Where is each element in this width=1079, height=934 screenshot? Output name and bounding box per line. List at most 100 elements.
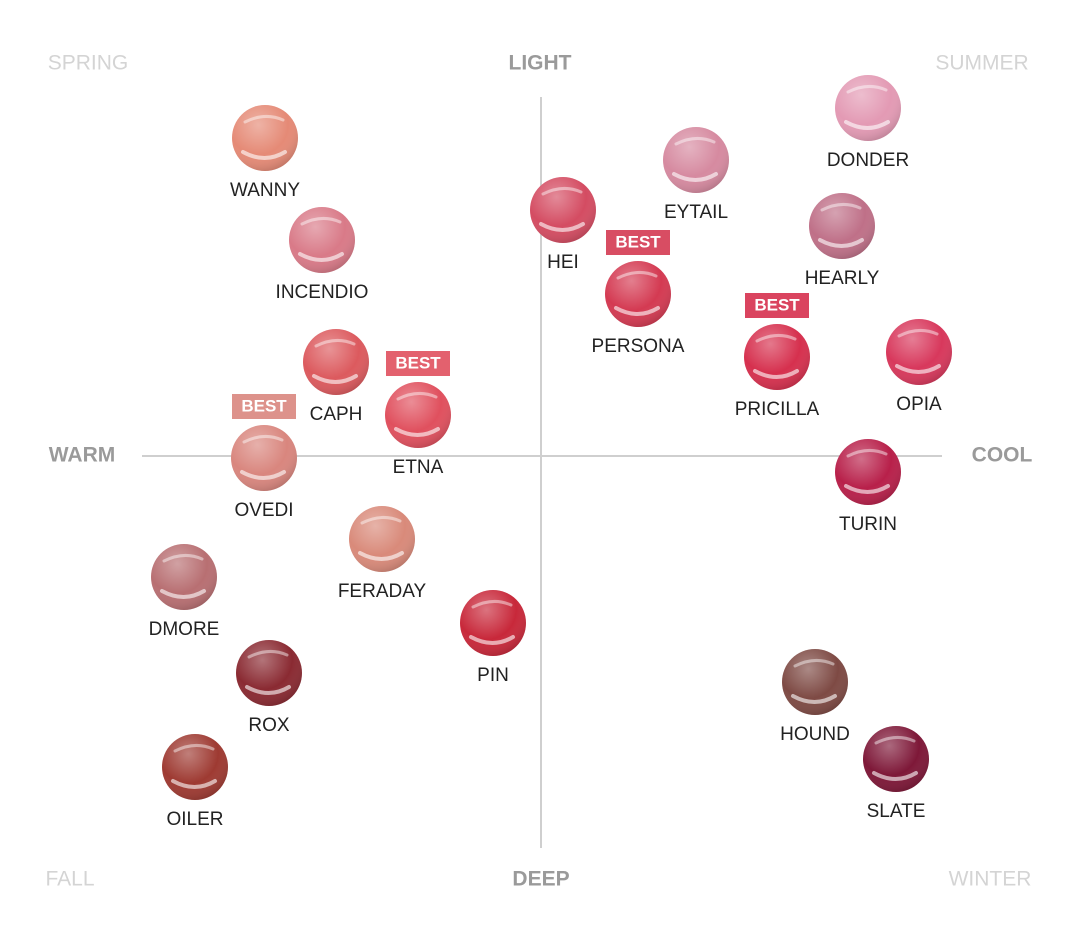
swatch-shine: [151, 544, 217, 610]
badge: [606, 230, 670, 255]
badge-text: BEST: [395, 353, 441, 372]
swatch-shine: [782, 649, 848, 715]
swatch-shine: [835, 439, 901, 505]
swatch-highlight: [820, 203, 862, 212]
swatch: PRICILLA BEST: [735, 293, 820, 420]
swatch-highlight: [614, 306, 660, 316]
swatch-highlight: [471, 600, 513, 609]
swatch: DONDER: [827, 75, 909, 171]
swatch: HEARLY: [805, 193, 880, 289]
swatch: ROX: [236, 640, 302, 736]
corner-label: SPRING: [48, 52, 129, 75]
swatch-name: SLATE: [867, 801, 926, 822]
swatch-highlight: [240, 470, 286, 480]
swatch-highlight: [844, 484, 890, 494]
swatch-highlight: [300, 217, 342, 226]
swatch-highlight: [753, 369, 799, 379]
swatch-shine: [886, 319, 952, 385]
swatch-highlight: [160, 589, 206, 599]
swatch-shine: [303, 329, 369, 395]
swatches: WANNY INCENDIO CAPH ETNA BEST OVEDI BEST FERADA…: [149, 75, 952, 830]
swatch-highlight: [241, 150, 287, 160]
swatch-highlight: [897, 329, 939, 338]
badge: [232, 394, 296, 419]
swatch: WANNY: [230, 105, 300, 201]
swatch-name: HEARLY: [805, 268, 880, 289]
swatch-shine: [232, 105, 298, 171]
swatch-name: ETNA: [393, 457, 444, 478]
swatch-name: FERADAY: [338, 581, 427, 602]
swatch-name: DONDER: [827, 150, 909, 171]
swatch: ETNA BEST: [385, 351, 451, 478]
swatch-shine: [605, 261, 671, 327]
badge: [745, 293, 809, 318]
swatch-shine: [460, 590, 526, 656]
axis-label: COOL: [972, 444, 1033, 467]
swatch-highlight: [539, 222, 585, 232]
swatch-highlight: [173, 744, 215, 753]
axis-label: WARM: [49, 444, 116, 467]
axis-label: LIGHT: [509, 52, 572, 75]
swatch-highlight: [162, 554, 204, 563]
swatch: HOUND: [780, 649, 850, 745]
swatch: CAPH: [303, 329, 369, 425]
swatch: EYTAIL: [663, 127, 729, 223]
swatch-highlight: [247, 650, 289, 659]
swatch-highlight: [245, 685, 291, 695]
swatch: TURIN: [835, 439, 901, 535]
swatch-name: OPIA: [896, 394, 942, 415]
swatch-highlight: [242, 435, 284, 444]
swatch-highlight: [846, 449, 888, 458]
swatch-shine: [289, 207, 355, 273]
swatch-highlight: [171, 779, 217, 789]
swatch: OVEDI BEST: [231, 394, 297, 521]
swatch-name: CAPH: [310, 404, 363, 425]
swatch-shine: [385, 382, 451, 448]
swatch-name: PIN: [477, 665, 509, 686]
swatch-highlight: [846, 85, 888, 94]
swatch: OPIA: [886, 319, 952, 415]
swatch: FERADAY: [338, 506, 427, 602]
swatch: OILER: [162, 734, 228, 830]
swatch-highlight: [874, 736, 916, 745]
swatch-highlight: [394, 427, 440, 437]
swatch-shine: [530, 177, 596, 243]
swatch-highlight: [312, 374, 358, 384]
swatch-highlight: [360, 516, 402, 525]
swatch-name: OVEDI: [234, 500, 293, 521]
swatch-name: WANNY: [230, 180, 300, 201]
swatch-highlight: [844, 120, 890, 130]
swatch: INCENDIO: [276, 207, 368, 303]
swatch-shine: [663, 127, 729, 193]
swatch-shine: [835, 75, 901, 141]
swatch: DMORE: [149, 544, 220, 640]
corner-label: FALL: [45, 868, 94, 891]
swatch-highlight: [396, 392, 438, 401]
swatch-highlight: [358, 551, 404, 561]
badge: [386, 351, 450, 376]
corner-label: WINTER: [949, 868, 1032, 891]
swatch-shine: [349, 506, 415, 572]
badge-text: BEST: [754, 295, 800, 314]
corner-label: SUMMER: [935, 52, 1028, 75]
swatch-name: PRICILLA: [735, 399, 820, 420]
swatch-name: TURIN: [839, 514, 897, 535]
swatch: PERSONA BEST: [592, 230, 685, 357]
swatch-name: HEI: [547, 252, 579, 273]
swatch-highlight: [243, 115, 285, 124]
swatch-highlight: [616, 271, 658, 280]
swatch-highlight: [818, 238, 864, 248]
swatch-shine: [809, 193, 875, 259]
swatch-name: ROX: [248, 715, 290, 736]
badge-text: BEST: [241, 396, 287, 415]
swatch-shine: [236, 640, 302, 706]
swatch-highlight: [298, 252, 344, 262]
swatch-highlight: [674, 137, 716, 146]
swatch-highlight: [314, 339, 356, 348]
swatch-highlight: [755, 334, 797, 343]
swatch-name: EYTAIL: [664, 202, 728, 223]
swatch-highlight: [895, 364, 941, 374]
swatch-name: DMORE: [149, 619, 220, 640]
swatch-highlight: [791, 694, 837, 704]
